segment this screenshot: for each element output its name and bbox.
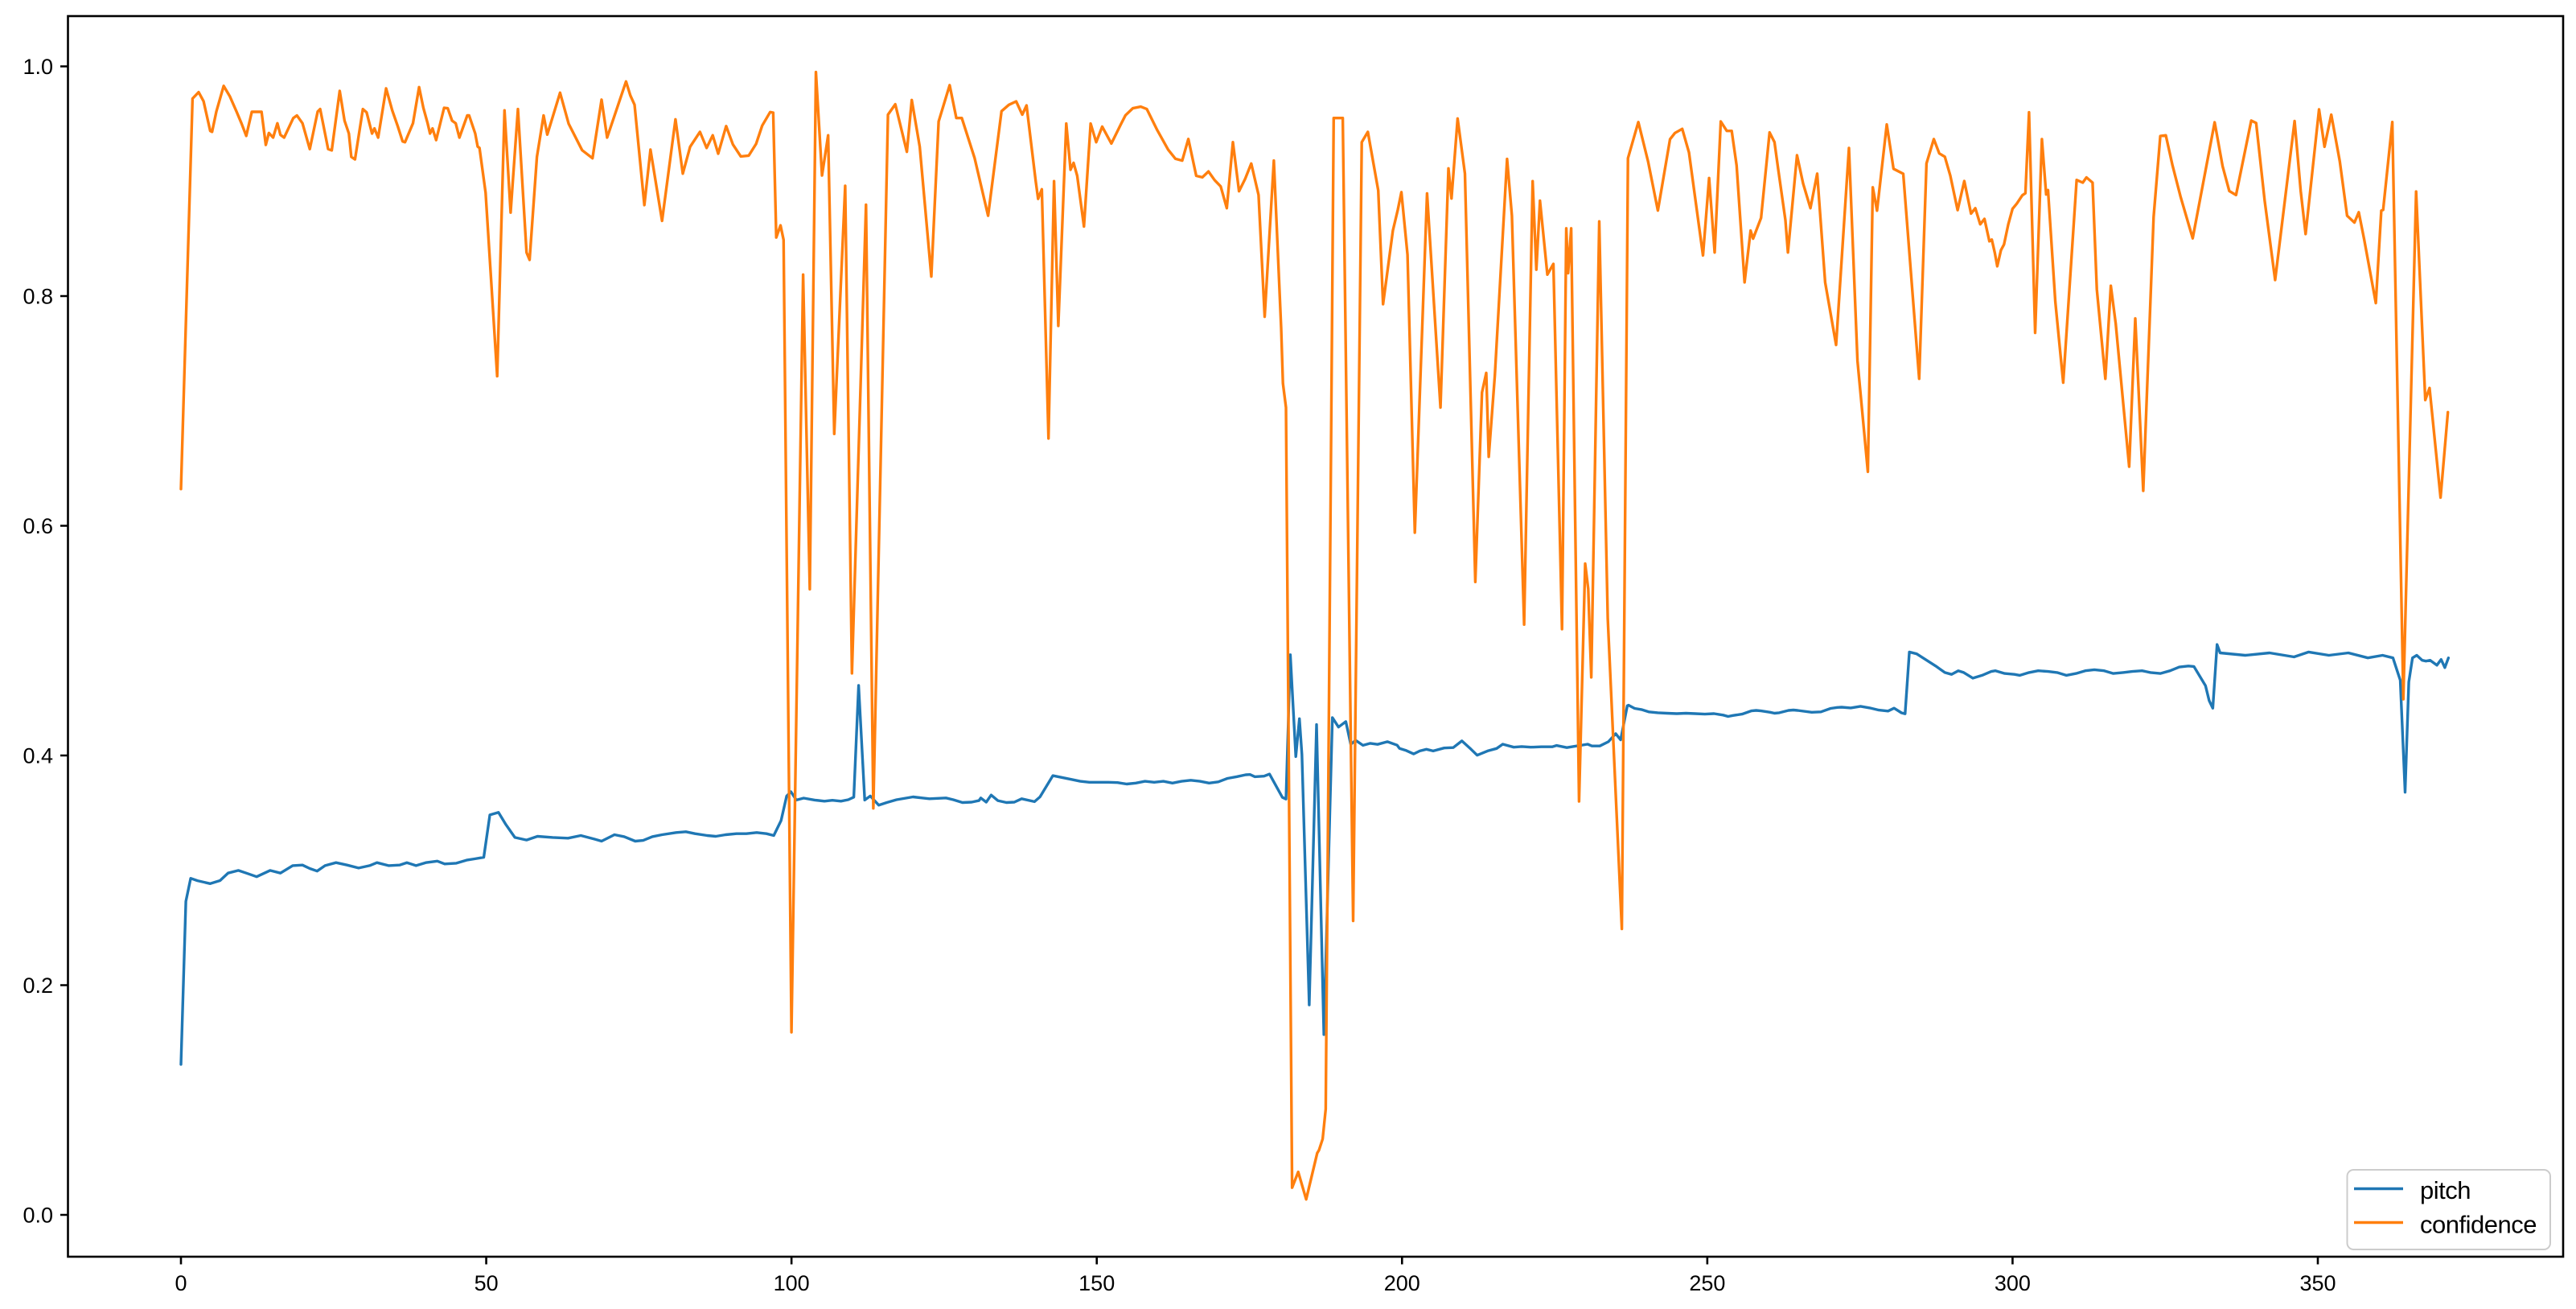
svg-text:0.0: 0.0 — [23, 1204, 53, 1228]
svg-text:150: 150 — [1078, 1271, 1115, 1295]
svg-text:0.4: 0.4 — [23, 744, 53, 768]
svg-text:100: 100 — [774, 1271, 810, 1295]
svg-text:50: 50 — [475, 1271, 499, 1295]
svg-text:200: 200 — [1384, 1271, 1420, 1295]
svg-text:pitch: pitch — [2420, 1176, 2471, 1204]
svg-text:0.6: 0.6 — [23, 514, 53, 538]
svg-text:0.2: 0.2 — [23, 974, 53, 998]
svg-text:1.0: 1.0 — [23, 55, 53, 79]
svg-text:300: 300 — [1995, 1271, 2031, 1295]
svg-text:0: 0 — [175, 1271, 187, 1295]
svg-text:confidence: confidence — [2420, 1211, 2537, 1239]
svg-text:0.8: 0.8 — [23, 285, 53, 309]
svg-text:250: 250 — [1689, 1271, 1725, 1295]
svg-text:350: 350 — [2299, 1271, 2336, 1295]
